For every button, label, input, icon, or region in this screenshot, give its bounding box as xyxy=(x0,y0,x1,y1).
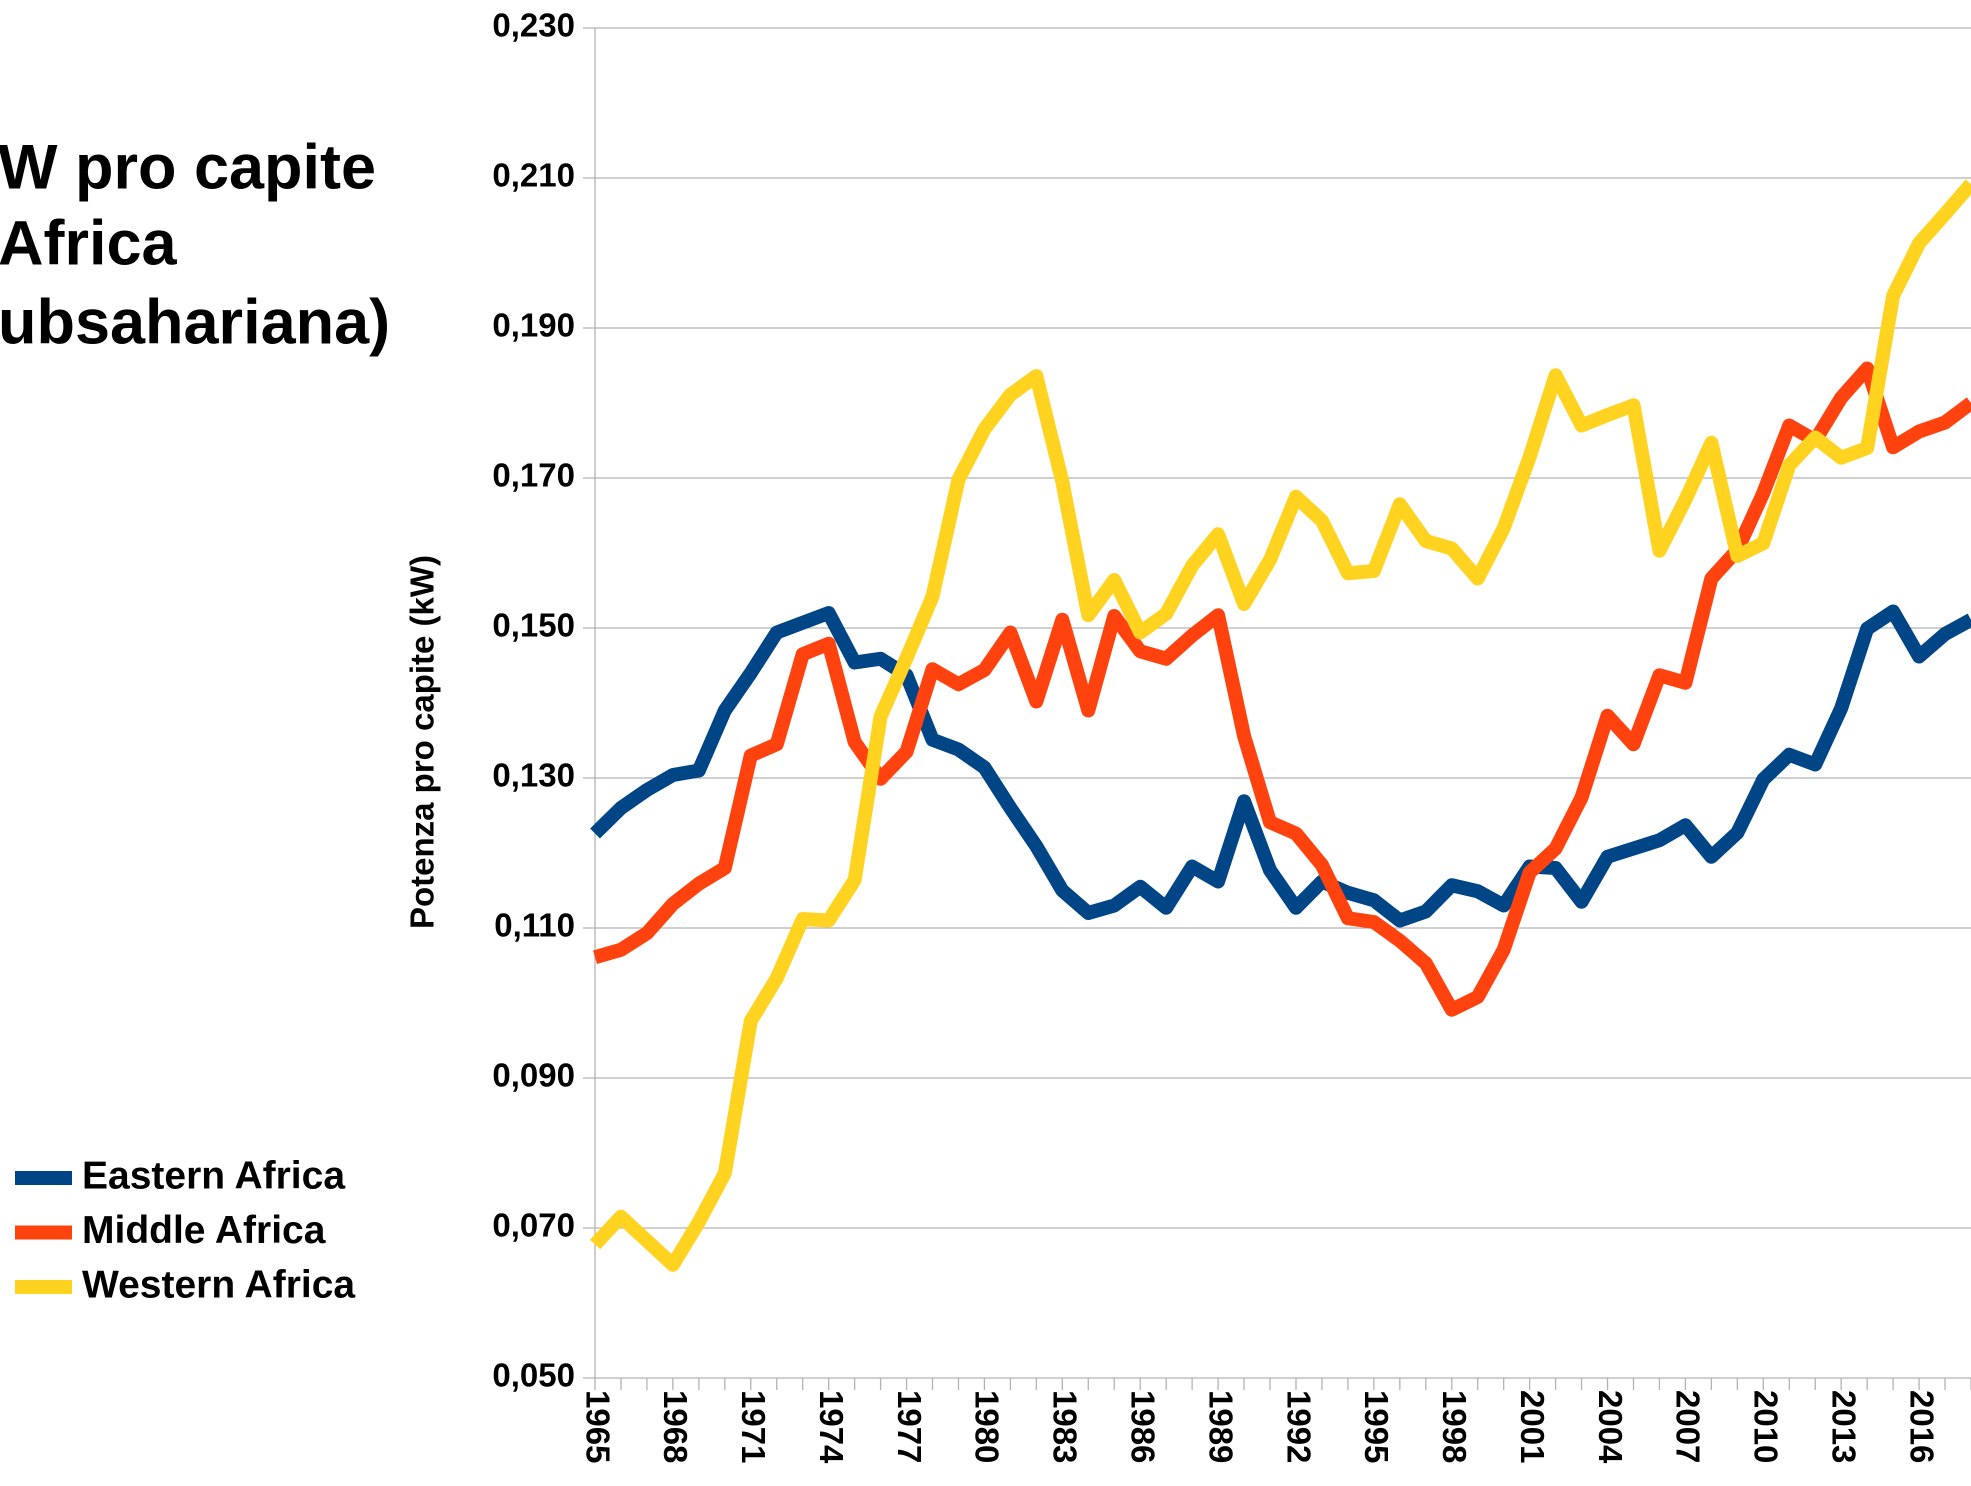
x-tick-label: 2001 xyxy=(1514,1390,1551,1463)
x-tick-label: 1980 xyxy=(969,1390,1006,1463)
x-tick-label: 1968 xyxy=(657,1390,694,1463)
y-tick-label: 0,090 xyxy=(492,1057,575,1094)
series-line xyxy=(590,604,1971,928)
x-tick-label: 1983 xyxy=(1047,1390,1084,1463)
y-tick-label: 0,110 xyxy=(494,907,575,944)
x-tick-label: 2007 xyxy=(1670,1390,1707,1463)
y-tick-label: 0,230 xyxy=(492,7,575,44)
x-tick-label: 1992 xyxy=(1280,1390,1317,1463)
x-tick-label: 2013 xyxy=(1825,1390,1862,1463)
y-tick-label: 0,150 xyxy=(492,607,575,644)
y-tick-label: 0,050 xyxy=(492,1357,575,1394)
y-tick-label: 0,190 xyxy=(492,307,575,344)
chart-title: Africa xyxy=(0,209,178,279)
y-tick-label: 0,170 xyxy=(492,457,575,494)
y-tick-label: 0,070 xyxy=(492,1207,575,1244)
chart-title: ubsahariana) xyxy=(0,288,390,358)
x-tick-label: 1986 xyxy=(1124,1390,1161,1463)
x-tick-label: 2010 xyxy=(1748,1390,1785,1463)
x-tick-label: 1989 xyxy=(1202,1390,1239,1463)
series-line xyxy=(589,179,1971,1272)
y-tick-label: 0,210 xyxy=(492,157,575,194)
series-line xyxy=(593,361,1971,1017)
legend-label: Western Africa xyxy=(82,1263,355,1306)
y-tick-label: 0,130 xyxy=(492,757,575,794)
x-tick-label: 1977 xyxy=(891,1390,928,1463)
x-tick-label: 2016 xyxy=(1903,1390,1940,1463)
legend-label: Eastern Africa xyxy=(82,1154,345,1197)
x-tick-label: 1995 xyxy=(1358,1390,1395,1463)
chart-title: W pro capite xyxy=(0,133,376,203)
legend-label: Middle Africa xyxy=(82,1209,326,1252)
x-tick-label: 1971 xyxy=(735,1390,772,1463)
x-tick-label: 1998 xyxy=(1436,1390,1473,1463)
x-tick-label: 1965 xyxy=(579,1390,616,1463)
y-axis-label: Potenza pro capite (kW) xyxy=(404,555,441,929)
x-tick-label: 1974 xyxy=(813,1390,850,1464)
x-tick-label: 2004 xyxy=(1592,1390,1629,1464)
